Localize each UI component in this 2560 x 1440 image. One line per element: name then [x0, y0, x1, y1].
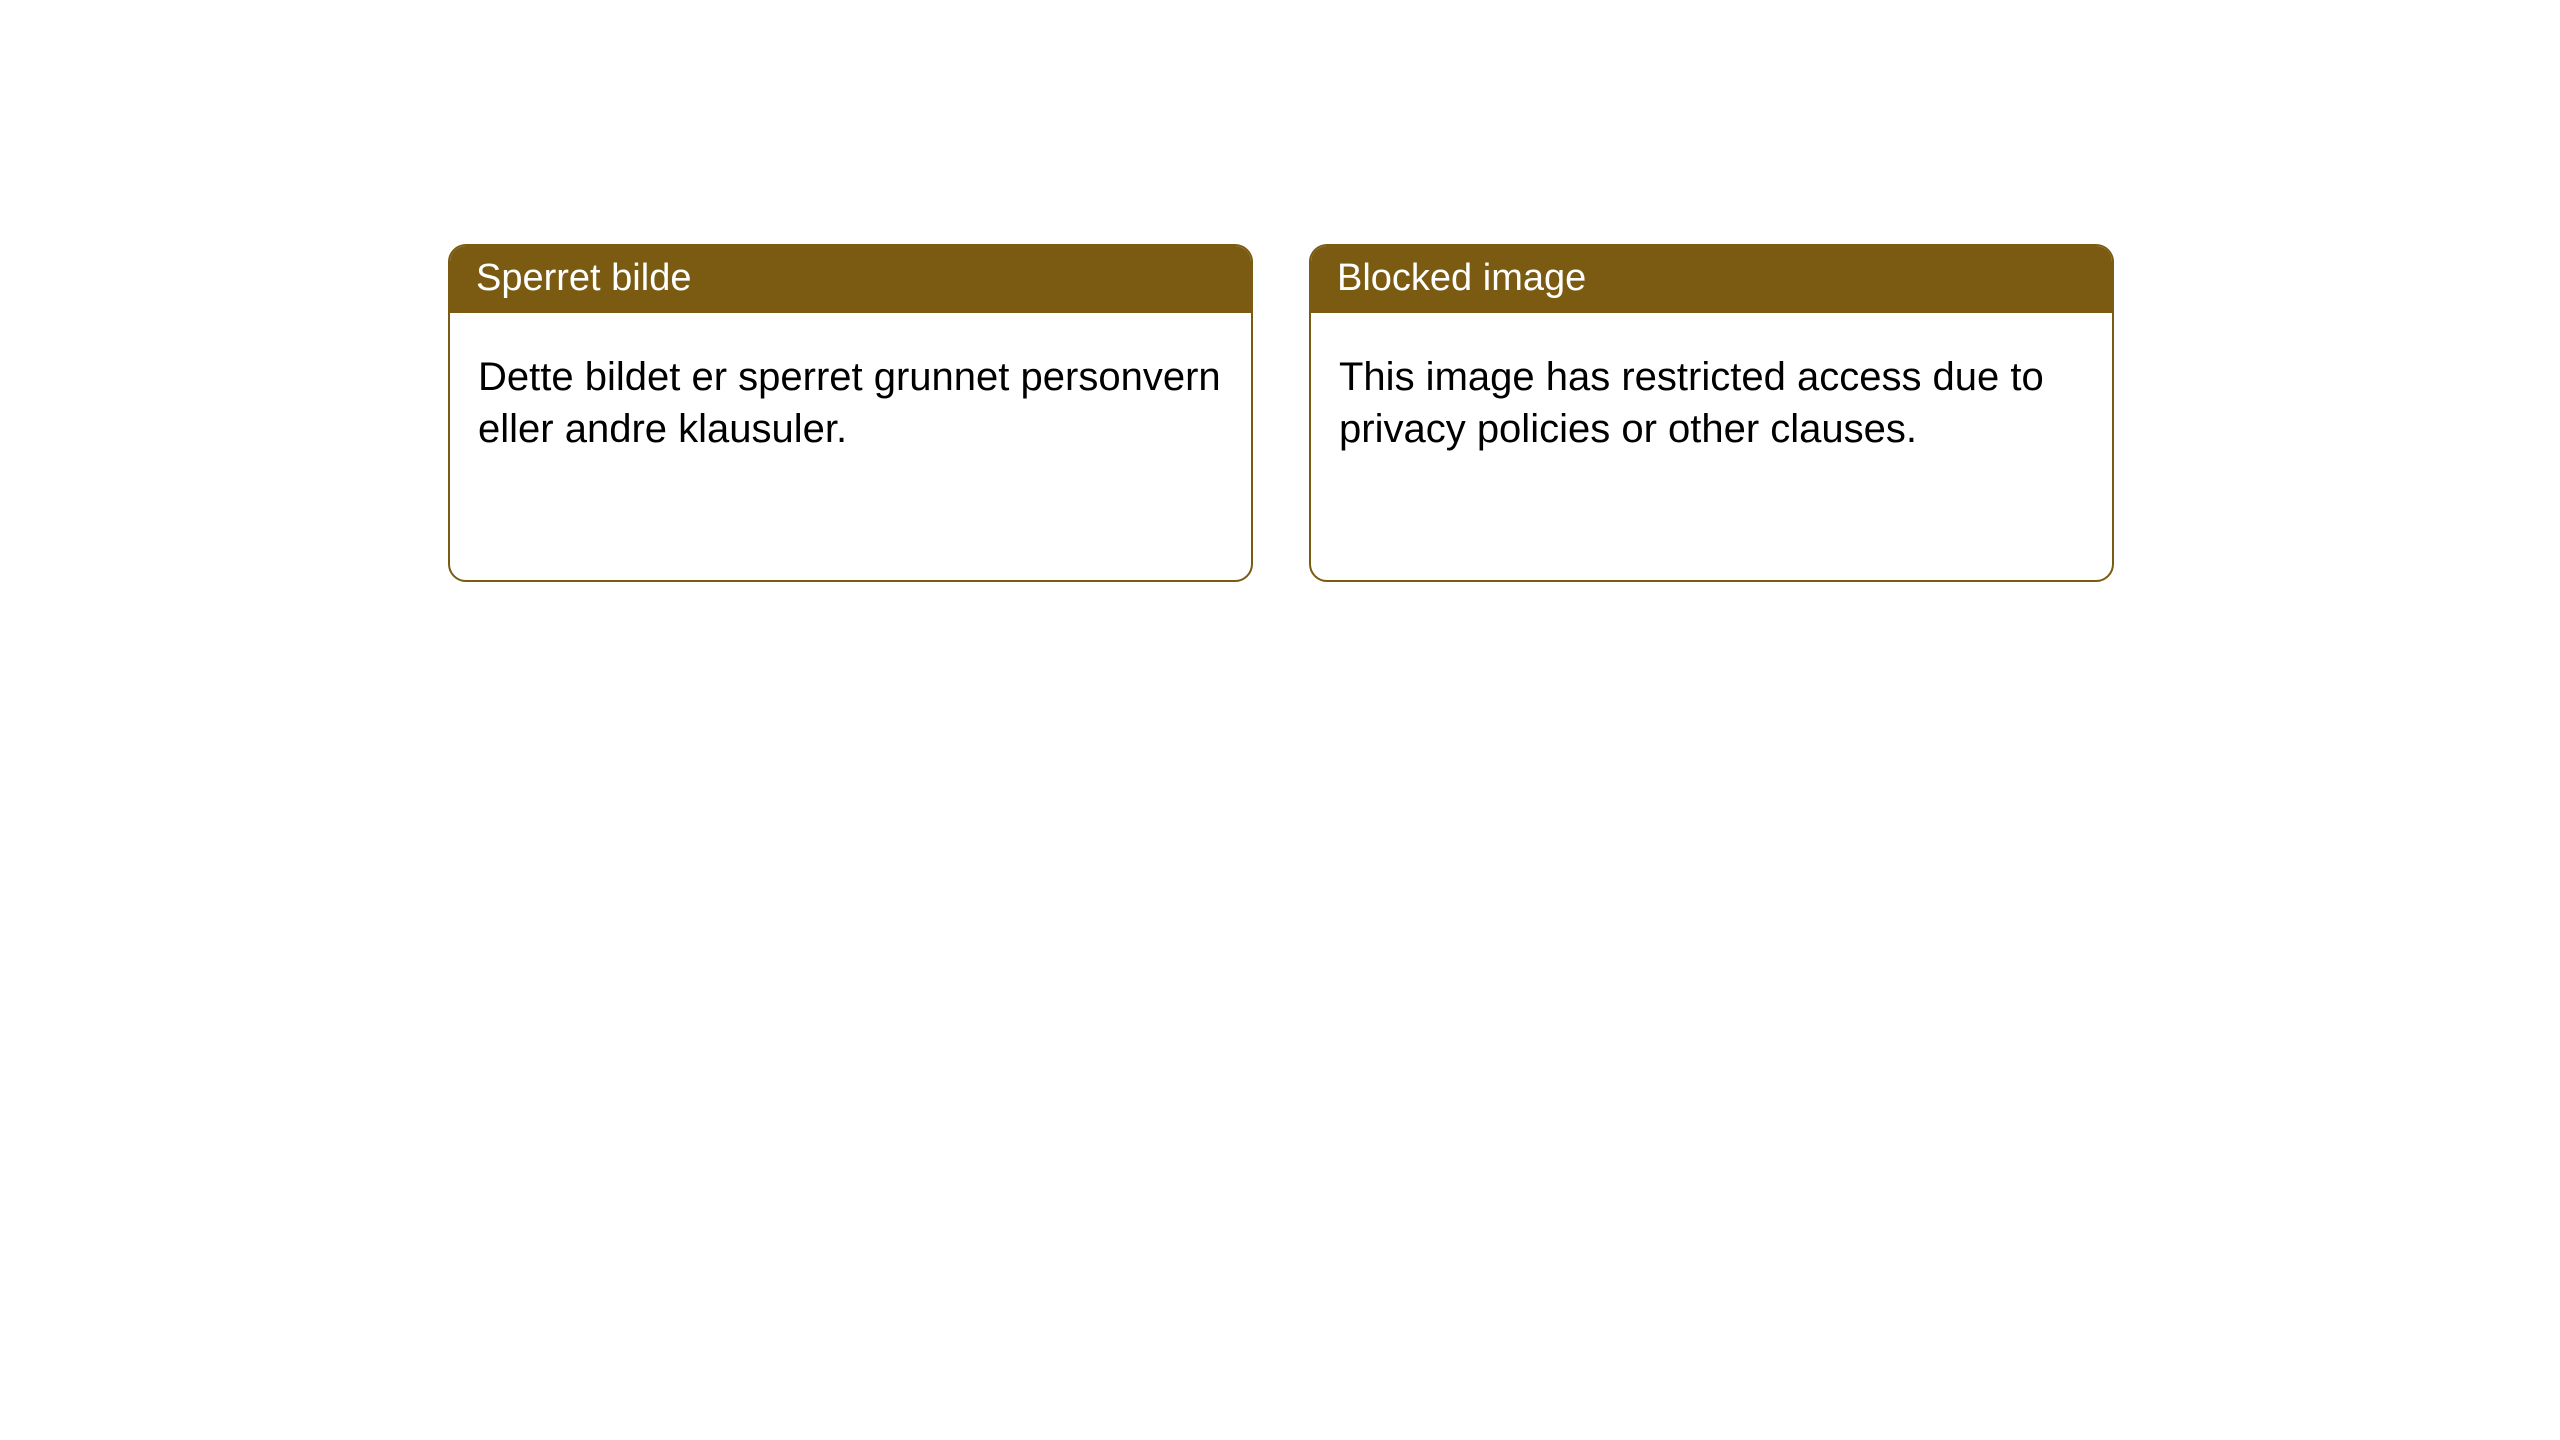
- card-header: Sperret bilde: [450, 246, 1251, 313]
- card-header: Blocked image: [1311, 246, 2112, 313]
- notice-card-norwegian: Sperret bilde Dette bildet er sperret gr…: [448, 244, 1253, 582]
- card-body: Dette bildet er sperret grunnet personve…: [450, 313, 1251, 493]
- card-body: This image has restricted access due to …: [1311, 313, 2112, 493]
- card-title: Sperret bilde: [476, 257, 691, 299]
- card-title: Blocked image: [1337, 257, 1586, 299]
- notice-container: Sperret bilde Dette bildet er sperret gr…: [0, 0, 2560, 582]
- card-body-text: This image has restricted access due to …: [1339, 355, 2044, 451]
- notice-card-english: Blocked image This image has restricted …: [1309, 244, 2114, 582]
- card-body-text: Dette bildet er sperret grunnet personve…: [478, 355, 1221, 451]
